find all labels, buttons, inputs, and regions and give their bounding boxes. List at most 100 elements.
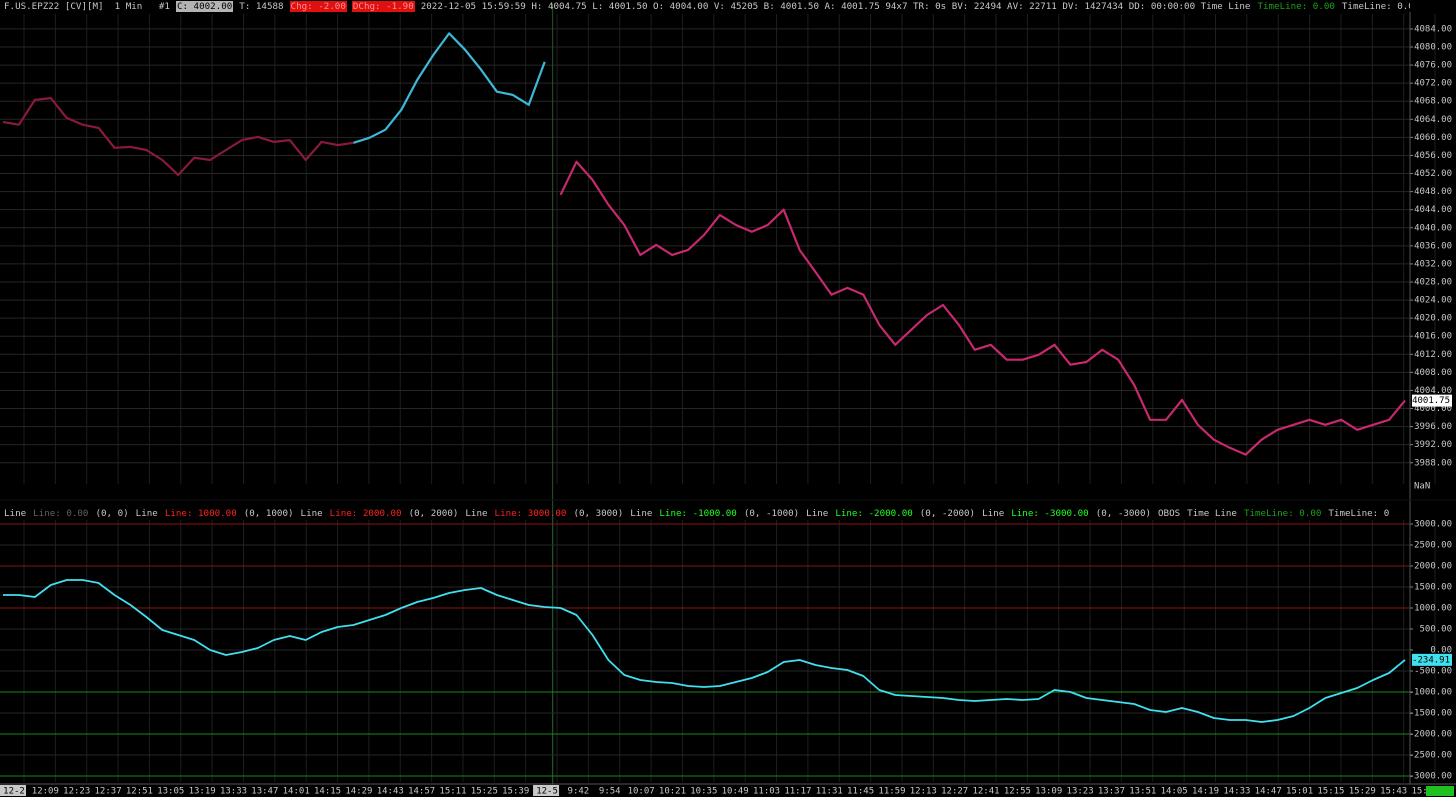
series-line [559, 160, 1406, 456]
header-field: (0, 3000) [573, 508, 624, 519]
x-tick-label: 12:51 [126, 787, 153, 797]
x-tick-label: 14:01 [283, 787, 310, 797]
header-field: DChg: -1.90 [351, 1, 415, 12]
y-tick-label: -3000.00 [1409, 771, 1452, 781]
y-tick-label: 4016.00 [1414, 332, 1452, 342]
y-tick-label: 4040.00 [1414, 223, 1452, 233]
y-tick-label: 4024.00 [1414, 296, 1452, 306]
header-field: TimeLine: 0.00 [1257, 1, 1335, 12]
time-axis-bg [0, 784, 1456, 797]
y-tick-label: 4076.00 [1414, 61, 1452, 71]
header-field: TimeLine: 0.00 [1341, 1, 1410, 12]
header-field: Line: -1000.00 [659, 508, 737, 519]
y-tick-label: 4052.00 [1414, 169, 1452, 179]
status-indicator [1426, 786, 1454, 796]
x-tick-label: 15:25 [471, 787, 498, 797]
header-field: (0, -1000) [743, 508, 800, 519]
header-field: T: 14588 [239, 1, 284, 12]
y-tick-label: 4036.00 [1414, 241, 1452, 251]
date-label-box [0, 785, 26, 796]
x-tick-label: 12-2 [3, 787, 25, 797]
last-value-box [1412, 653, 1452, 666]
x-tick-label: 15:39 [502, 787, 529, 797]
y-tick-label: 4044.00 [1414, 205, 1452, 215]
x-tick-label: 10:21 [659, 787, 686, 797]
x-tick-label: 12-5 [536, 787, 558, 797]
x-tick-label: 12:41 [972, 787, 999, 797]
y-tick-label: 3000.00 [1414, 519, 1452, 529]
x-tick-label: 13:51 [1129, 787, 1156, 797]
y-tick-label: 4004.00 [1414, 386, 1452, 396]
header-field: TimeLine: 0.00 [1243, 508, 1322, 519]
x-tick-label: 12:13 [910, 787, 937, 797]
x-tick-label: 10:49 [722, 787, 749, 797]
x-tick-label: 13:37 [1098, 787, 1125, 797]
x-tick-label: 15:57 [1411, 787, 1438, 797]
x-tick-label: 14:15 [314, 787, 341, 797]
x-tick-label: 14:05 [1161, 787, 1188, 797]
x-tick-label: 12:09 [32, 787, 59, 797]
x-tick-label: 10:07 [628, 787, 655, 797]
y-tick-label: 4080.00 [1414, 42, 1452, 52]
header-field: (0, 1000) [243, 508, 294, 519]
header-field: TimeLine: 0 [1328, 508, 1390, 519]
x-tick-label: 11:59 [878, 787, 905, 797]
y-tick-label: -1000.00 [1409, 687, 1452, 697]
header-field: 2022-12-05 15:59:59 H: 4004.75 L: 4001.5… [420, 1, 1251, 12]
x-tick-label: 13:09 [1035, 787, 1062, 797]
header-field: F.US.EPZ22 [CV][M] 1 Min #1 [4, 1, 170, 12]
x-tick-label: 15:11 [439, 787, 466, 797]
x-tick-label: 9:54 [599, 787, 621, 797]
header-field: Line [982, 508, 1005, 519]
header-field: C: 4002.00 [175, 1, 234, 12]
x-tick-label: 14:19 [1192, 787, 1219, 797]
date-label-box [533, 785, 560, 796]
header-field: (0, -3000) [1095, 508, 1152, 519]
y-tick-label: 500.00 [1419, 624, 1452, 634]
x-tick-label: 15:43 [1380, 787, 1407, 797]
x-tick-label: 13:05 [157, 787, 184, 797]
y-tick-label: 0.00 [1430, 645, 1452, 655]
x-tick-label: 13:19 [189, 787, 216, 797]
header-field: Chg: -2.00 [289, 1, 347, 12]
header-field: Line: 1000.00 [164, 508, 237, 519]
x-tick-label: 15:29 [1349, 787, 1376, 797]
x-tick-label: 13:33 [220, 787, 247, 797]
axis-note: NaN [1414, 482, 1430, 492]
header-field: Line: 2000.00 [329, 508, 402, 519]
x-tick-label: 14:33 [1223, 787, 1250, 797]
header-field: Line: 0.00 [33, 508, 89, 519]
x-tick-label: 15:01 [1286, 787, 1313, 797]
x-tick-label: 14:29 [345, 787, 372, 797]
y-tick-label: 4000.00 [1414, 404, 1452, 414]
header-field: (0, 0) [95, 508, 129, 519]
y-tick-label: 4032.00 [1414, 259, 1452, 269]
header-field: OBOS [1158, 508, 1181, 519]
y-tick-label: 4060.00 [1414, 133, 1452, 143]
x-tick-label: 11:31 [816, 787, 843, 797]
y-tick-label: 4048.00 [1414, 187, 1452, 197]
header-field: Time Line [1187, 508, 1237, 519]
oscillator-header: Line Line: 0.00 (0, 0) Line Line: 1000.00 (0,… [3, 508, 1410, 519]
y-tick-label: 3988.00 [1414, 458, 1452, 468]
x-tick-label: 12:55 [1004, 787, 1031, 797]
price-header: F.US.EPZ22 [CV][M] 1 Min #1 C: 4002.00 T: … [3, 1, 1410, 12]
x-tick-label: 14:57 [408, 787, 435, 797]
x-tick-label: 9:42 [568, 787, 590, 797]
y-tick-label: -2000.00 [1409, 729, 1452, 739]
header-field: Line [806, 508, 829, 519]
header-field: Line: 3000.00 [494, 508, 567, 519]
header-field: (0, 2000) [408, 508, 459, 519]
y-tick-label: 4056.00 [1414, 151, 1452, 161]
header-field: Line [630, 508, 653, 519]
y-tick-label: 1000.00 [1414, 603, 1452, 613]
x-tick-label: 12:37 [95, 787, 122, 797]
y-tick-label: 4020.00 [1414, 314, 1452, 324]
header-field: Line [135, 508, 158, 519]
x-tick-label: 15:15 [1317, 787, 1344, 797]
y-tick-label: 1500.00 [1414, 582, 1452, 592]
y-tick-label: 4008.00 [1414, 368, 1452, 378]
x-tick-label: 12:23 [63, 787, 90, 797]
y-tick-label: 4028.00 [1414, 277, 1452, 287]
